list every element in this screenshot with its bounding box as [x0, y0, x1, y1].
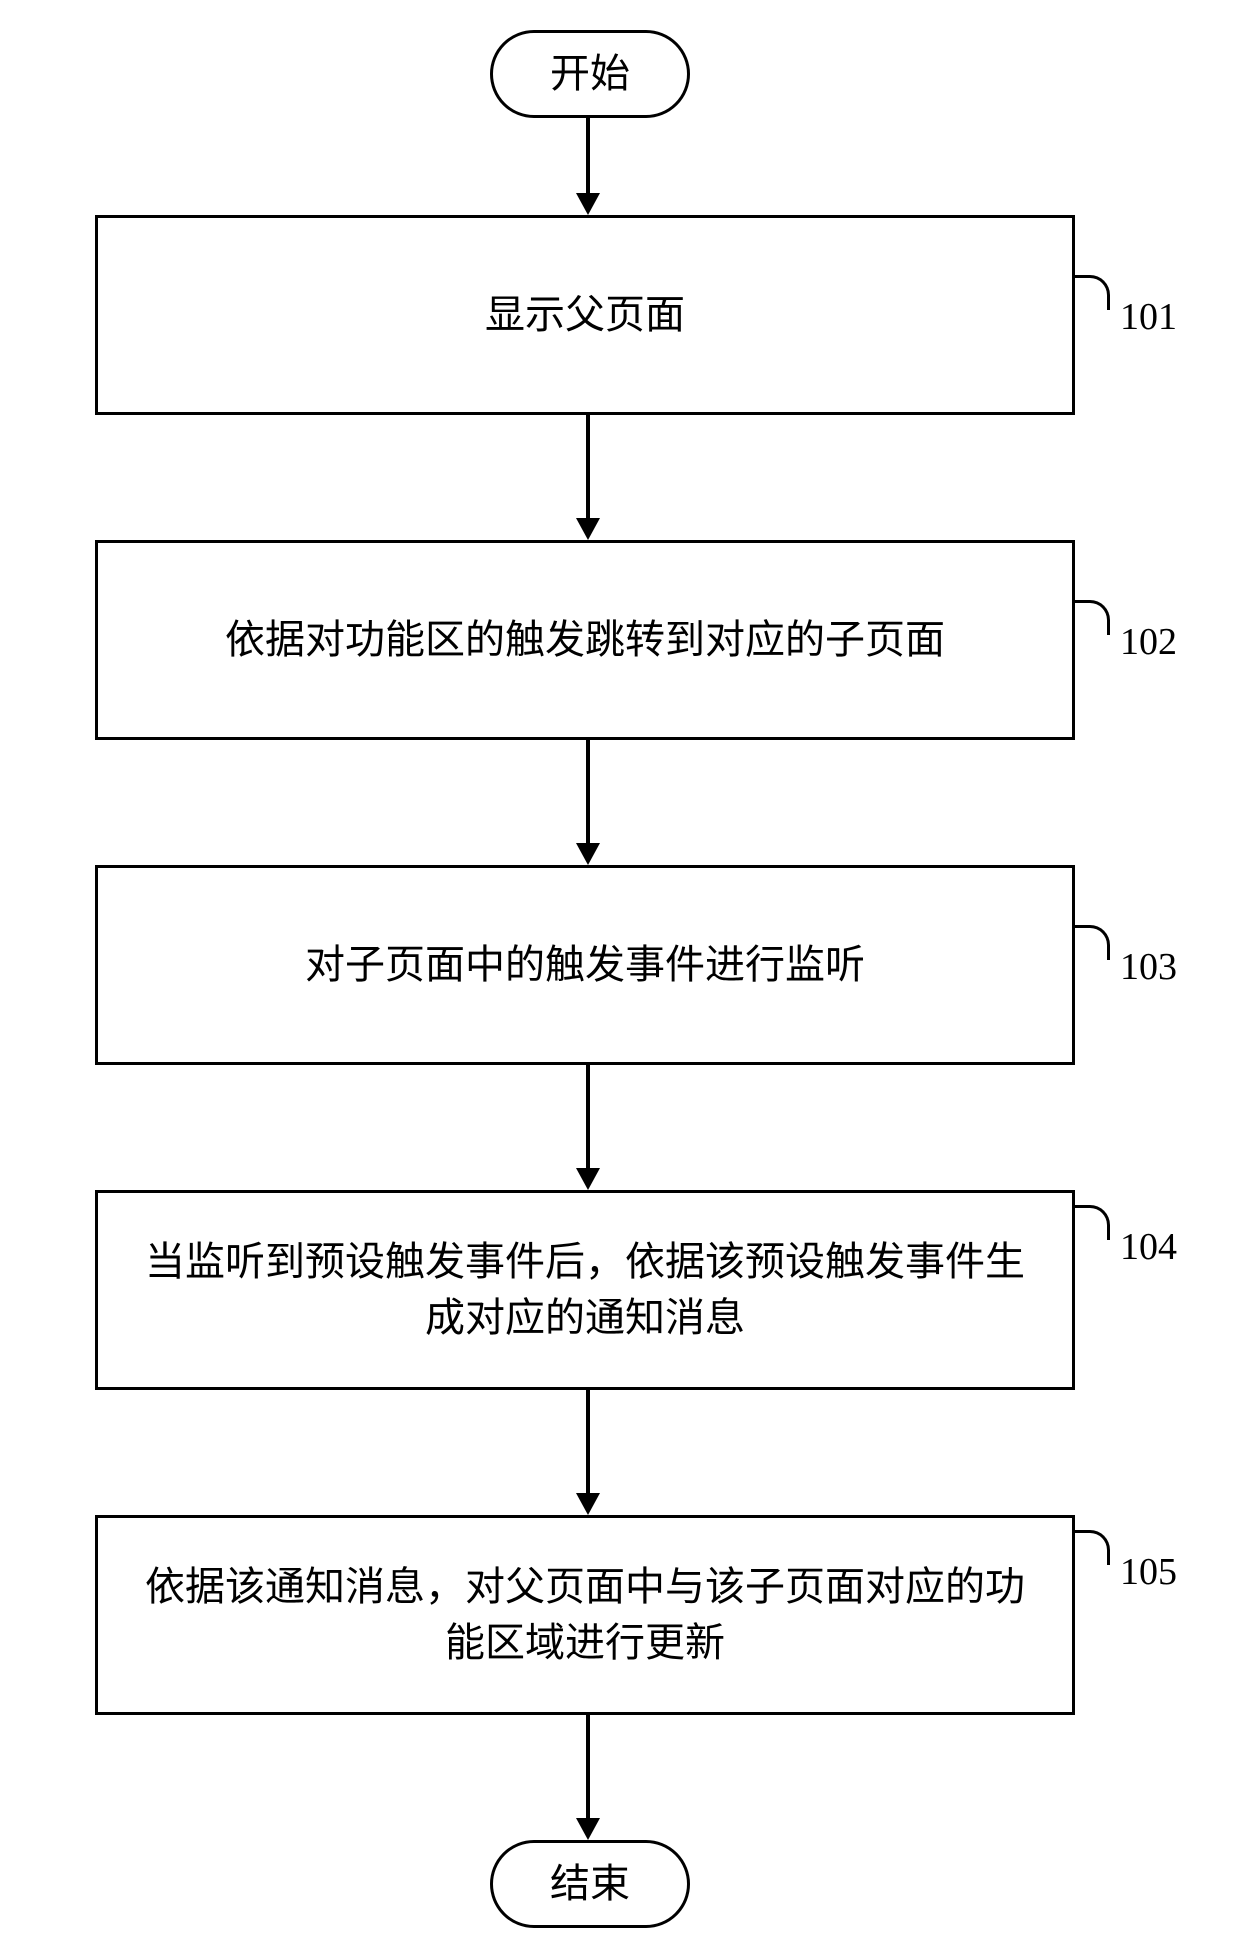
step4-label: 104	[1120, 1225, 1177, 1269]
step4-node: 当监听到预设触发事件后，依据该预设触发事件生成对应的通知消息	[95, 1190, 1075, 1390]
start-text: 开始	[550, 46, 630, 102]
step1-label: 101	[1120, 295, 1177, 339]
end-text: 结束	[550, 1856, 630, 1912]
step5-label: 105	[1120, 1550, 1177, 1594]
step5-node: 依据该通知消息，对父页面中与该子页面对应的功能区域进行更新	[95, 1515, 1075, 1715]
step1-text: 显示父页面	[485, 287, 685, 343]
step4-text: 当监听到预设触发事件后，依据该预设触发事件生成对应的通知消息	[135, 1234, 1035, 1346]
step3-text: 对子页面中的触发事件进行监听	[305, 937, 865, 993]
step3-label-connector	[1075, 925, 1110, 960]
step2-text: 依据对功能区的触发跳转到对应的子页面	[225, 612, 945, 668]
step2-label: 102	[1120, 620, 1177, 664]
step1-label-connector	[1075, 275, 1110, 310]
step3-label: 103	[1120, 945, 1177, 989]
step1-node: 显示父页面	[95, 215, 1075, 415]
step3-node: 对子页面中的触发事件进行监听	[95, 865, 1075, 1065]
step5-text: 依据该通知消息，对父页面中与该子页面对应的功能区域进行更新	[135, 1559, 1035, 1671]
step5-label-connector	[1075, 1530, 1110, 1565]
end-node: 结束	[490, 1840, 690, 1928]
step2-node: 依据对功能区的触发跳转到对应的子页面	[95, 540, 1075, 740]
flowchart-container: 开始 显示父页面 101 依据对功能区的触发跳转到对应的子页面 102 对子页面…	[0, 0, 1240, 1958]
start-node: 开始	[490, 30, 690, 118]
step4-label-connector	[1075, 1205, 1110, 1240]
step2-label-connector	[1075, 600, 1110, 635]
